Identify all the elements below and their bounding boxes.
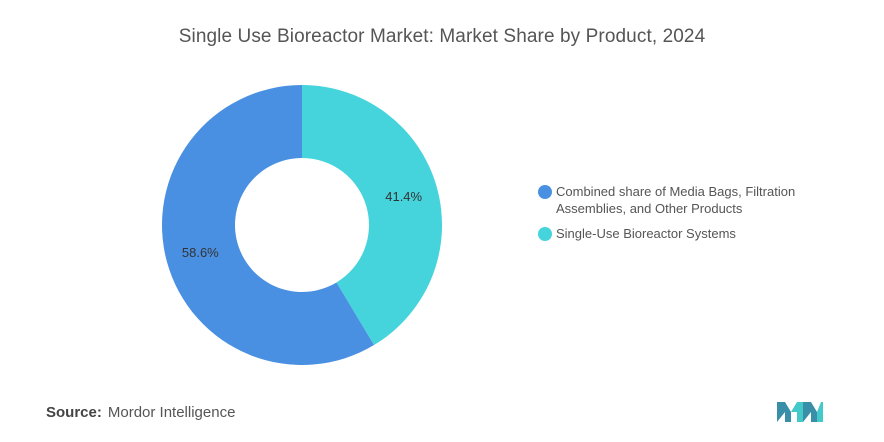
legend-swatch-bioreactor-systems: [538, 227, 552, 241]
source-note: Source: Mordor Intelligence: [46, 404, 235, 421]
donut-slice-combined-share: [162, 85, 375, 365]
data-label-bioreactor-systems: 41.4%: [385, 189, 422, 204]
mordor-intelligence-logo-icon: [777, 402, 823, 422]
legend-item-combined-share: Combined share of Media Bags, Filtration…: [538, 183, 838, 217]
source-label: Source:: [46, 404, 102, 421]
data-label-combined-share: 58.6%: [182, 245, 219, 260]
chart-title: Single Use Bioreactor Market: Market Sha…: [178, 26, 706, 47]
source-value: Mordor Intelligence: [107, 404, 236, 421]
chart-legend: Combined share of Media Bags, Filtration…: [538, 183, 838, 250]
legend-swatch-combined-share: [538, 185, 552, 199]
donut-slice-bioreactor-systems: [302, 85, 443, 346]
legend-label-bioreactor-systems: Single-Use Bioreactor Systems: [556, 226, 736, 241]
legend-item-bioreactor-systems: Single-Use Bioreactor Systems: [538, 225, 838, 242]
legend-label-combined-share: Combined share of Media Bags, Filtration…: [556, 184, 796, 216]
